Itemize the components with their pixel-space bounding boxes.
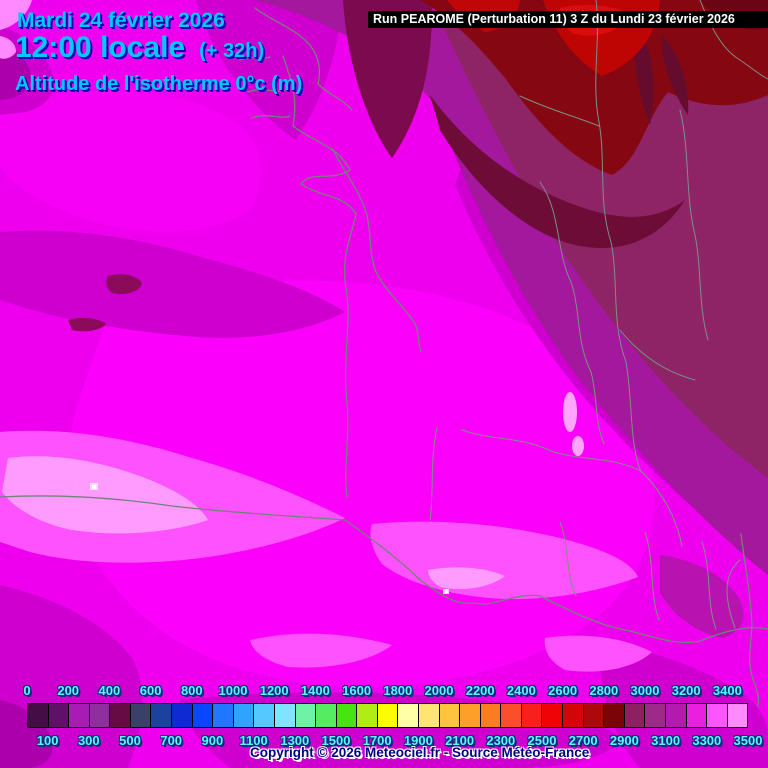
legend-cell [480, 704, 502, 727]
legend-cell [624, 704, 646, 727]
legend-label: 400 [98, 683, 121, 698]
legend-cell [110, 704, 131, 727]
legend-cell [254, 704, 275, 727]
legend-label: 100 [36, 733, 59, 748]
legend-cell [28, 704, 49, 727]
legend-label: 3100 [651, 733, 681, 748]
legend-cell [48, 704, 70, 727]
legend-cell [583, 704, 605, 727]
legend-cell [686, 704, 708, 727]
legend-cell [604, 704, 625, 727]
legend-cell [357, 704, 378, 727]
legend-cell [233, 704, 255, 727]
legend-label: 1800 [383, 683, 413, 698]
legend-cell [316, 704, 337, 727]
legend-label: 200 [57, 683, 80, 698]
legend-label: 700 [160, 733, 183, 748]
legend-label: 2000 [424, 683, 454, 698]
legend-cell [645, 704, 666, 727]
legend-label: 2300 [486, 733, 516, 748]
legend-label: 1400 [300, 683, 330, 698]
legend-label: 900 [201, 733, 224, 748]
legend-label: 1100 [239, 733, 268, 748]
variable-label: Altitude de l'isotherme 0°c (m) [15, 73, 303, 95]
legend-cell [665, 704, 687, 727]
legend-label: 2200 [465, 683, 495, 698]
legend-cell [501, 704, 522, 727]
legend-cell [69, 704, 90, 727]
legend-cell [418, 704, 440, 727]
legend-label: 3000 [630, 683, 660, 698]
date-label: Mardi 24 février 2026 [17, 9, 225, 32]
legend-label: 600 [139, 683, 162, 698]
legend-cell [563, 704, 584, 727]
legend-cell [89, 704, 111, 727]
legend-cell [274, 704, 296, 727]
legend-cell [521, 704, 543, 727]
legend-label: 3500 [733, 733, 763, 748]
legend-label: 2500 [527, 733, 557, 748]
legend-label: 2700 [568, 733, 598, 748]
legend-label: 2400 [506, 683, 536, 698]
legend-label: 2600 [548, 683, 578, 698]
legend-cell [439, 704, 461, 727]
legend-cell [213, 704, 234, 727]
legend-label: 1000 [218, 683, 248, 698]
legend-label: 3200 [671, 683, 701, 698]
time-label: 12:00 locale (+ 32h) [15, 33, 264, 63]
legend-cell [192, 704, 214, 727]
legend-label: 2800 [589, 683, 619, 698]
legend-cell [295, 704, 317, 727]
legend-label: 3400 [712, 683, 742, 698]
legend-label: 500 [119, 733, 141, 748]
legend-cell [336, 704, 358, 727]
legend-label: 1300 [280, 733, 310, 748]
legend-label: 1500 [321, 733, 351, 748]
legend-cell [460, 704, 481, 727]
legend-cell [707, 704, 728, 727]
legend-label: 2100 [445, 733, 475, 748]
legend-label: 800 [180, 683, 203, 698]
local-time: 12:00 locale [15, 31, 186, 64]
color-scale-bar [27, 703, 748, 728]
legend-label: 1700 [362, 733, 392, 748]
legend-cell [151, 704, 173, 727]
legend-cell [542, 704, 564, 727]
forecast-offset: (+ 32h) [199, 40, 265, 62]
legend-cell [130, 704, 152, 727]
legend-label: 1200 [259, 683, 289, 698]
coastline-borders [0, 7, 768, 707]
legend-label: 1600 [342, 683, 372, 698]
model-run-banner: Run PEAROME (Perturbation 11) 3 Z du Lun… [368, 11, 768, 28]
legend-label: 0 [23, 683, 31, 698]
legend-label: 2900 [609, 733, 639, 748]
legend-label: 3300 [692, 733, 722, 748]
legend-cell [398, 704, 419, 727]
legend-cell [727, 704, 748, 727]
legend-label: 1900 [403, 733, 433, 748]
copyright-line: Copyright © 2026 Meteociel.fr - Source M… [250, 745, 590, 760]
legend-cell [172, 704, 193, 727]
legend-cell [377, 704, 399, 727]
legend-label: 300 [77, 733, 100, 748]
